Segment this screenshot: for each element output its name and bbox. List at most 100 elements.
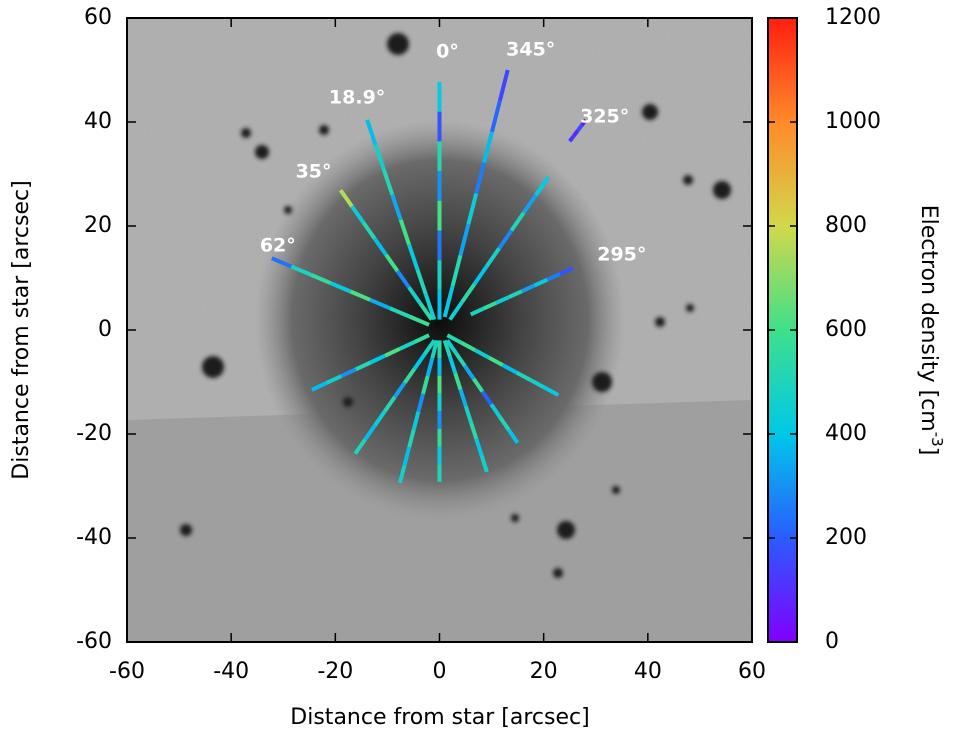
density-dash xyxy=(413,333,430,344)
density-dash xyxy=(390,194,403,221)
density-dash xyxy=(479,454,489,473)
density-dash xyxy=(522,193,538,214)
density-dash xyxy=(310,273,332,286)
x-tick-label: 0 xyxy=(433,659,447,684)
density-dash xyxy=(474,162,487,194)
density-dash xyxy=(353,438,367,455)
colorbar-title: Electron density [cm-3] xyxy=(916,205,947,456)
density-dash xyxy=(311,381,328,392)
density-dash xyxy=(402,367,417,385)
colorbar-tick-label: 600 xyxy=(825,317,867,342)
y-tick-label: -60 xyxy=(76,629,112,654)
density-dash xyxy=(418,302,434,321)
density-dash xyxy=(350,205,365,224)
density-dash xyxy=(422,339,436,356)
density-dash xyxy=(363,424,377,441)
density-dash xyxy=(448,300,464,321)
slit-segment xyxy=(445,339,520,444)
x-axis-title: Distance from star [arcsec] xyxy=(290,705,589,730)
y-tick-label: 40 xyxy=(84,109,112,134)
density-dash xyxy=(580,118,588,127)
density-dash xyxy=(411,411,421,430)
x-tick-label: -20 xyxy=(317,659,353,684)
density-dash xyxy=(576,124,584,132)
slit-segment xyxy=(442,69,510,318)
slit-segment xyxy=(469,266,574,317)
density-dash xyxy=(402,446,412,466)
density-dash xyxy=(446,333,463,345)
angle-label: 345° xyxy=(506,39,555,61)
density-dash xyxy=(533,277,549,288)
colorbar-title-sup: -3 xyxy=(929,432,947,447)
density-dash xyxy=(501,363,518,375)
density-dash xyxy=(395,269,411,289)
density-dash xyxy=(412,353,427,370)
density-dash xyxy=(498,416,511,432)
y-tick-label: -20 xyxy=(76,421,112,446)
density-dash xyxy=(572,129,580,138)
density-dash xyxy=(450,254,463,287)
colorbar-tick-label: 1200 xyxy=(825,5,881,30)
colorbar-tick-label: 400 xyxy=(825,421,867,446)
density-dash xyxy=(325,374,343,385)
density-dash xyxy=(497,69,510,102)
density-dash xyxy=(559,266,574,276)
density-dash xyxy=(546,272,561,282)
angle-label: 18.9° xyxy=(329,86,385,108)
density-dash xyxy=(423,294,437,321)
density-dash xyxy=(430,339,439,359)
angle-label: 295° xyxy=(597,244,646,266)
density-dash xyxy=(382,169,395,196)
x-tick-label: 20 xyxy=(530,659,558,684)
density-dash xyxy=(388,306,411,319)
density-dash xyxy=(489,403,502,419)
density-dash xyxy=(383,395,397,413)
slit-segment xyxy=(397,339,439,484)
density-dash xyxy=(474,348,490,360)
angle-label: 0° xyxy=(436,40,459,62)
density-dash xyxy=(425,357,435,377)
density-dash xyxy=(349,289,371,302)
density-dash xyxy=(485,247,501,268)
density-dash xyxy=(543,385,560,397)
density-dash xyxy=(361,221,377,240)
density-dash xyxy=(397,464,407,484)
density-dash xyxy=(472,377,485,393)
angle-label: 35° xyxy=(296,161,332,183)
density-dash xyxy=(529,378,546,390)
density-dash xyxy=(482,131,494,164)
slit-segment xyxy=(446,333,560,397)
density-dash xyxy=(508,289,523,299)
slit-segment xyxy=(568,118,588,143)
colorbar-title-text: Electron density [cm xyxy=(916,205,941,432)
density-dash xyxy=(458,389,468,407)
density-dash xyxy=(415,269,428,296)
density-dash xyxy=(534,175,550,197)
slit-segment xyxy=(442,339,489,473)
x-tick-label: 60 xyxy=(738,659,766,684)
density-dash xyxy=(408,314,430,327)
colorbar-tick-label: 0 xyxy=(825,629,839,654)
slit-segment xyxy=(271,256,430,327)
slit-segment xyxy=(448,175,550,321)
density-dash xyxy=(369,297,391,311)
density-dash xyxy=(393,381,407,399)
density-dash xyxy=(373,410,387,427)
density-dash xyxy=(365,119,378,146)
x-tick-label: -40 xyxy=(213,659,249,684)
density-dash xyxy=(407,428,416,448)
slit-segment xyxy=(311,333,430,392)
y-axis-title: Distance from star [arcsec] xyxy=(9,180,34,479)
density-dash xyxy=(271,256,293,269)
density-dash xyxy=(453,372,463,391)
density-dash xyxy=(445,339,458,355)
density-dash xyxy=(487,355,504,367)
density-dash xyxy=(454,352,467,368)
density-dash xyxy=(416,393,425,413)
density-dash xyxy=(448,356,458,374)
density-dash xyxy=(407,286,422,305)
density-dash xyxy=(458,223,471,256)
colorbar-title-end: ] xyxy=(916,447,941,456)
density-dash xyxy=(407,244,420,271)
y-tick-label: 20 xyxy=(84,213,112,238)
